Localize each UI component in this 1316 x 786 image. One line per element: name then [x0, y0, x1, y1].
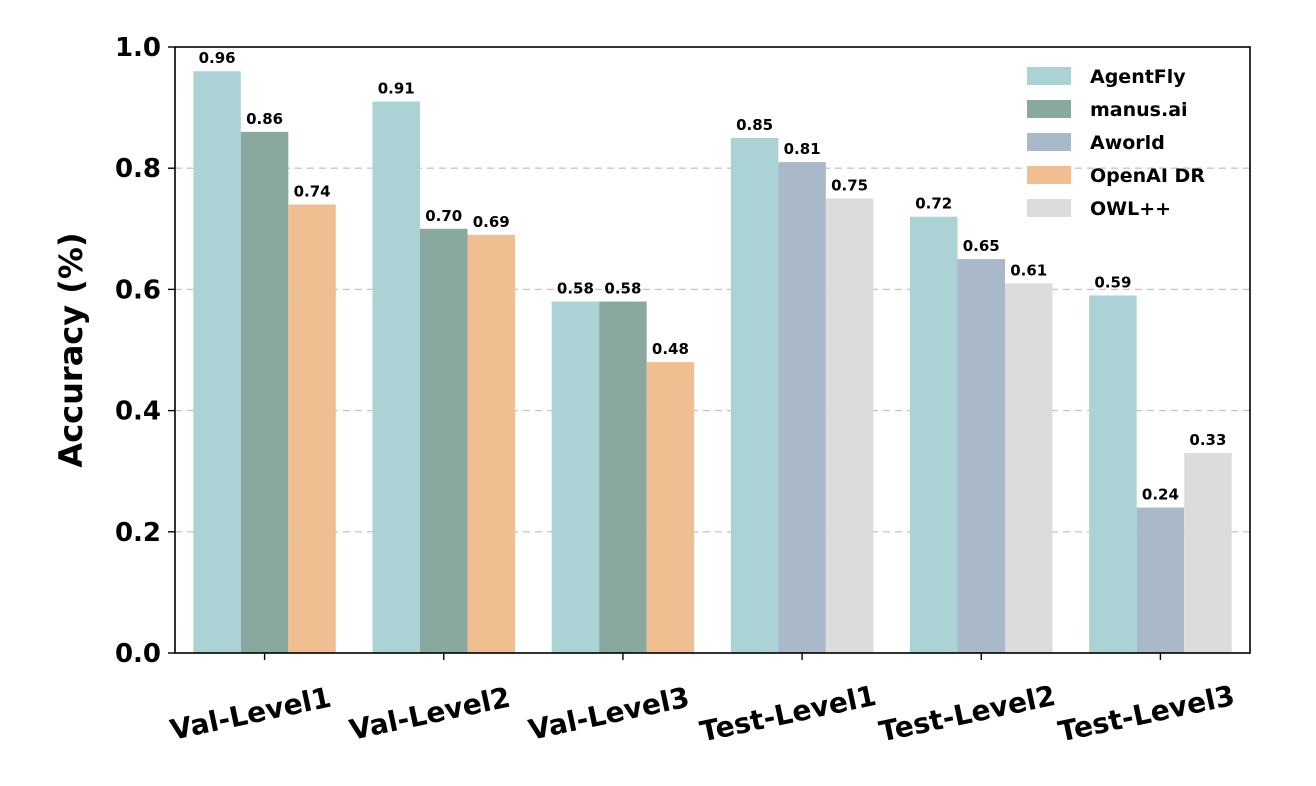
legend-label: manus.ai — [1090, 99, 1188, 121]
bar-val-level1-openai-dr — [288, 204, 336, 653]
legend-swatch — [1027, 133, 1071, 151]
data-label: 0.86 — [246, 110, 283, 128]
bar-test-level1-aworld — [778, 162, 826, 653]
bar-test-level2-agentfly — [910, 216, 958, 653]
plot-frame — [174, 46, 1251, 654]
data-label: 0.96 — [199, 49, 236, 67]
x-axis: Val-Level1 Val-Level2 Val-Level3 Test-Level… — [167, 653, 1238, 749]
legend: AgentFly manus.ai Aworld OpenAI DR OWL++ — [1027, 66, 1205, 220]
bar-test-level3-owl- — [1184, 453, 1232, 653]
y-axis-title: Accuracy (%) — [52, 232, 90, 467]
y-tick-label: 0.8 — [115, 154, 161, 184]
data-label: 0.91 — [378, 80, 415, 98]
grid-lines — [175, 167, 1250, 533]
data-label: 0.24 — [1142, 486, 1179, 504]
data-label: 0.48 — [652, 340, 689, 358]
bar-val-level1-manus-ai — [240, 131, 289, 654]
legend-label: Aworld — [1090, 132, 1165, 154]
bar-val-level2-manus-ai — [420, 228, 468, 654]
x-tick-label: Test-Level1 — [697, 679, 879, 749]
x-tick-label: Val-Level1 — [167, 681, 334, 747]
y-tick-label: 1.0 — [115, 33, 161, 63]
bar-val-level3-agentfly — [551, 301, 600, 653]
bar-val-level3-openai-dr — [646, 362, 695, 653]
y-tick-label: 0.0 — [115, 639, 161, 669]
data-label: 0.85 — [736, 116, 773, 134]
legend-swatch — [1027, 199, 1071, 217]
data-label: 0.75 — [831, 177, 868, 195]
bar-test-level2-owl- — [1005, 283, 1053, 653]
bar-test-level3-aworld — [1136, 507, 1185, 653]
y-tick-label: 0.2 — [115, 518, 161, 548]
bar-test-level2-aworld — [957, 259, 1005, 653]
data-label: 0.65 — [963, 237, 1000, 255]
legend-label: OWL++ — [1090, 198, 1171, 220]
y-tick-label: 0.6 — [115, 275, 161, 305]
data-label: 0.58 — [557, 280, 594, 298]
bar-test-level1-owl- — [825, 198, 874, 653]
legend-swatch — [1027, 67, 1071, 85]
y-axis: 0.0 0.2 0.4 0.6 0.8 1.0 — [115, 33, 175, 669]
data-label: 0.33 — [1189, 431, 1226, 449]
data-label: 0.58 — [604, 280, 641, 298]
data-label: 0.70 — [425, 207, 462, 225]
bar-val-level2-openai-dr — [467, 234, 515, 654]
bar-val-level3-manus-ai — [599, 301, 647, 653]
legend-swatch — [1027, 166, 1071, 184]
bar-test-level3-agentfly — [1089, 295, 1137, 653]
legend-label: OpenAI DR — [1090, 165, 1205, 187]
bars — [193, 71, 1232, 654]
bar-val-level2-agentfly — [372, 101, 420, 654]
x-tick-label: Test-Level2 — [876, 679, 1058, 749]
data-labels: 0.96 0.86 0.74 0.91 0.70 0.69 0.58 0.58 0.48 0.85… — [199, 49, 1227, 503]
bar-test-level1-agentfly — [730, 137, 779, 653]
data-label: 0.69 — [473, 213, 510, 231]
legend-label: AgentFly — [1090, 66, 1186, 88]
x-tick-label: Test-Level3 — [1055, 679, 1237, 749]
bar-val-level1-agentfly — [193, 71, 241, 654]
data-label: 0.74 — [294, 183, 331, 201]
x-tick-label: Val-Level2 — [346, 681, 513, 747]
data-label: 0.72 — [915, 195, 952, 213]
data-label: 0.59 — [1094, 273, 1131, 291]
data-label: 0.61 — [1010, 261, 1047, 279]
legend-swatch — [1027, 100, 1071, 118]
y-tick-label: 0.4 — [115, 397, 161, 427]
data-label: 0.81 — [784, 140, 821, 158]
x-tick-label: Val-Level3 — [526, 681, 693, 747]
